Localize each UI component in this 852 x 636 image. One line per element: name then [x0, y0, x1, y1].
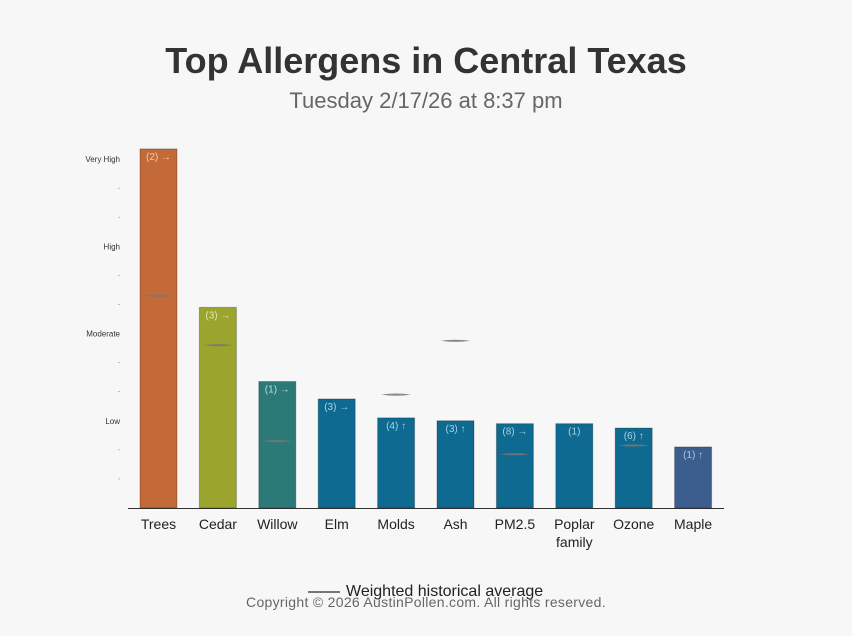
- bar-label: (3) →: [324, 402, 349, 413]
- x-tick-label: Cedar: [199, 516, 237, 532]
- bar-pm2-5: [495, 423, 534, 509]
- x-tick-label: Maple: [674, 516, 712, 532]
- y-level-label: Moderate: [86, 330, 120, 339]
- x-tick-label: Trees: [141, 516, 176, 532]
- legend-average-label: Weighted historical average: [346, 583, 544, 600]
- x-tick-label: Ash: [443, 516, 467, 532]
- bar-label: (4) ↑: [386, 421, 406, 432]
- bar-cedar: [198, 306, 237, 509]
- bar-label: (1): [568, 427, 580, 438]
- bar-ash: [436, 420, 475, 509]
- y-level-label: Very High: [85, 155, 120, 164]
- chart-title: Top Allergens in Central Texas: [165, 40, 687, 81]
- average-marker: [202, 344, 233, 347]
- bar-trees: [139, 148, 178, 509]
- legend[interactable]: Weighted historical average: [308, 583, 543, 601]
- bar-label: (2) →: [146, 152, 171, 163]
- x-tick-label: Elm: [325, 516, 349, 532]
- legend-average-swatch: [308, 591, 340, 593]
- bar-label: (8) →: [502, 427, 527, 438]
- average-marker: [143, 294, 174, 297]
- bar-label: (3) →: [205, 310, 230, 321]
- x-tick-label: Ozone: [613, 516, 654, 532]
- x-tick-label: Willow: [257, 516, 298, 532]
- chart-subtitle: Tuesday 2/17/26 at 8:37 pm: [289, 88, 563, 113]
- x-tick-label: Molds: [377, 516, 414, 532]
- average-marker: [618, 444, 649, 447]
- copyright-notice: Copyright © 2026 AustinPollen.com. All r…: [246, 594, 606, 610]
- average-marker: [499, 453, 530, 456]
- bar-ozone: [614, 427, 653, 509]
- y-level-label: Low: [105, 417, 120, 426]
- bar-label: (1) ↑: [683, 450, 703, 461]
- bar-label: (3) ↑: [446, 424, 466, 435]
- bar-maple: [674, 446, 713, 509]
- average-marker: [440, 339, 471, 342]
- x-tick-label: Poplar family: [554, 516, 595, 550]
- bar-willow: [258, 381, 297, 509]
- x-tick-label: PM2.5: [495, 516, 536, 532]
- y-level-label: High: [104, 242, 120, 251]
- bar-poplar-family: [555, 423, 594, 509]
- average-marker: [262, 440, 293, 443]
- bar-label: (6) ↑: [624, 431, 644, 442]
- average-marker: [381, 393, 412, 396]
- bar-elm: [317, 398, 356, 509]
- bar-molds: [377, 417, 416, 509]
- bar-label: (1) →: [265, 385, 290, 396]
